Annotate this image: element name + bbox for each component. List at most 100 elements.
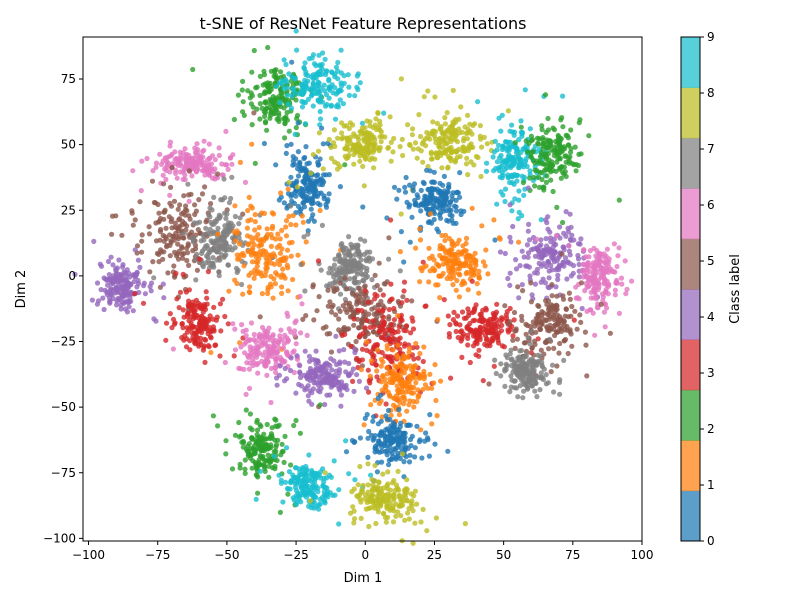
scatter-point (124, 309, 130, 315)
scatter-point (251, 110, 257, 116)
scatter-point (396, 407, 402, 413)
scatter-point (185, 311, 191, 317)
scatter-point (222, 359, 228, 366)
scatter-point (208, 349, 214, 356)
scatter-point (321, 88, 328, 94)
scatter-point (423, 143, 429, 149)
scatter-point (308, 93, 314, 99)
scatter-point (330, 285, 337, 291)
scatter-point (328, 103, 334, 109)
scatter-point (223, 451, 229, 457)
scatter-point (264, 231, 271, 238)
scatter-point (260, 82, 266, 88)
scatter-point (240, 291, 246, 297)
scatter-point (194, 141, 200, 147)
scatter-point (294, 184, 300, 190)
scatter-point (401, 259, 407, 265)
scatter-point (456, 237, 462, 243)
scatter-point (176, 217, 182, 223)
scatter-point (232, 203, 238, 209)
scatter-point (538, 370, 544, 376)
scatter-point (439, 165, 445, 171)
scatter-point (299, 104, 306, 110)
scatter-point (299, 98, 305, 105)
scatter-point (293, 501, 299, 508)
scatter-point (313, 366, 319, 372)
scatter-point (337, 387, 343, 393)
scatter-point (624, 286, 630, 292)
scatter-point (566, 243, 572, 249)
scatter-point (112, 290, 118, 296)
scatter-point (247, 284, 253, 290)
scatter-point (234, 228, 240, 234)
scatter-point (276, 118, 282, 124)
scatter-point (445, 154, 452, 160)
scatter-point (372, 137, 378, 143)
scatter-point (395, 354, 401, 360)
scatter-point (534, 168, 540, 174)
cluster-class-4 (274, 333, 388, 409)
scatter-point (244, 360, 250, 366)
scatter-point (272, 110, 278, 116)
scatter-point (400, 152, 406, 159)
scatter-point (167, 139, 174, 145)
scatter-point (266, 463, 272, 469)
scatter-point (586, 283, 592, 289)
scatter-point (575, 256, 582, 262)
scatter-point (138, 188, 144, 194)
scatter-point (363, 339, 370, 345)
scatter-point (391, 429, 397, 435)
scatter-point (440, 131, 446, 138)
chart-title: t-SNE of ResNet Feature Representations (199, 14, 526, 33)
scatter-point (302, 348, 308, 354)
scatter-point (293, 417, 299, 424)
scatter-point (182, 146, 188, 152)
scatter-points (72, 28, 635, 546)
scatter-point (311, 61, 318, 67)
cluster-class-9 (273, 28, 387, 140)
scatter-point (360, 482, 366, 488)
cluster-class-5 (109, 110, 257, 313)
scatter-point (513, 266, 520, 272)
scatter-point (290, 85, 296, 91)
scatter-point (523, 138, 529, 144)
scatter-point (239, 439, 245, 445)
scatter-point (332, 492, 338, 498)
scatter-point (344, 135, 350, 141)
scatter-point (238, 344, 244, 350)
scatter-point (395, 329, 401, 335)
scatter-point (418, 208, 424, 214)
scatter-point (301, 66, 307, 72)
scatter-point (110, 262, 116, 268)
scatter-point (529, 359, 535, 365)
scatter-point (387, 114, 393, 120)
scatter-point (326, 136, 332, 143)
scatter-point (232, 213, 238, 220)
scatter-point (371, 414, 377, 420)
scatter-point (177, 169, 183, 175)
scatter-point (544, 173, 550, 179)
scatter-point (169, 225, 175, 231)
scatter-point (391, 305, 397, 312)
scatter-point (310, 357, 316, 363)
scatter-point (546, 275, 552, 281)
scatter-point (295, 203, 301, 209)
scatter-point (127, 274, 133, 280)
scatter-point (553, 149, 559, 155)
scatter-point (473, 153, 479, 160)
scatter-point (433, 397, 439, 404)
scatter-point (390, 347, 396, 353)
scatter-point (205, 157, 211, 163)
scatter-point (557, 340, 563, 347)
scatter-point (491, 323, 497, 330)
scatter-point (364, 118, 370, 124)
scatter-point (367, 249, 373, 255)
scatter-point (276, 197, 282, 203)
scatter-point (445, 313, 451, 319)
scatter-point (402, 517, 408, 523)
scatter-point (280, 266, 286, 272)
scatter-point (226, 200, 233, 206)
scatter-point (301, 472, 307, 478)
scatter-point (246, 337, 252, 344)
scatter-point (357, 80, 363, 86)
